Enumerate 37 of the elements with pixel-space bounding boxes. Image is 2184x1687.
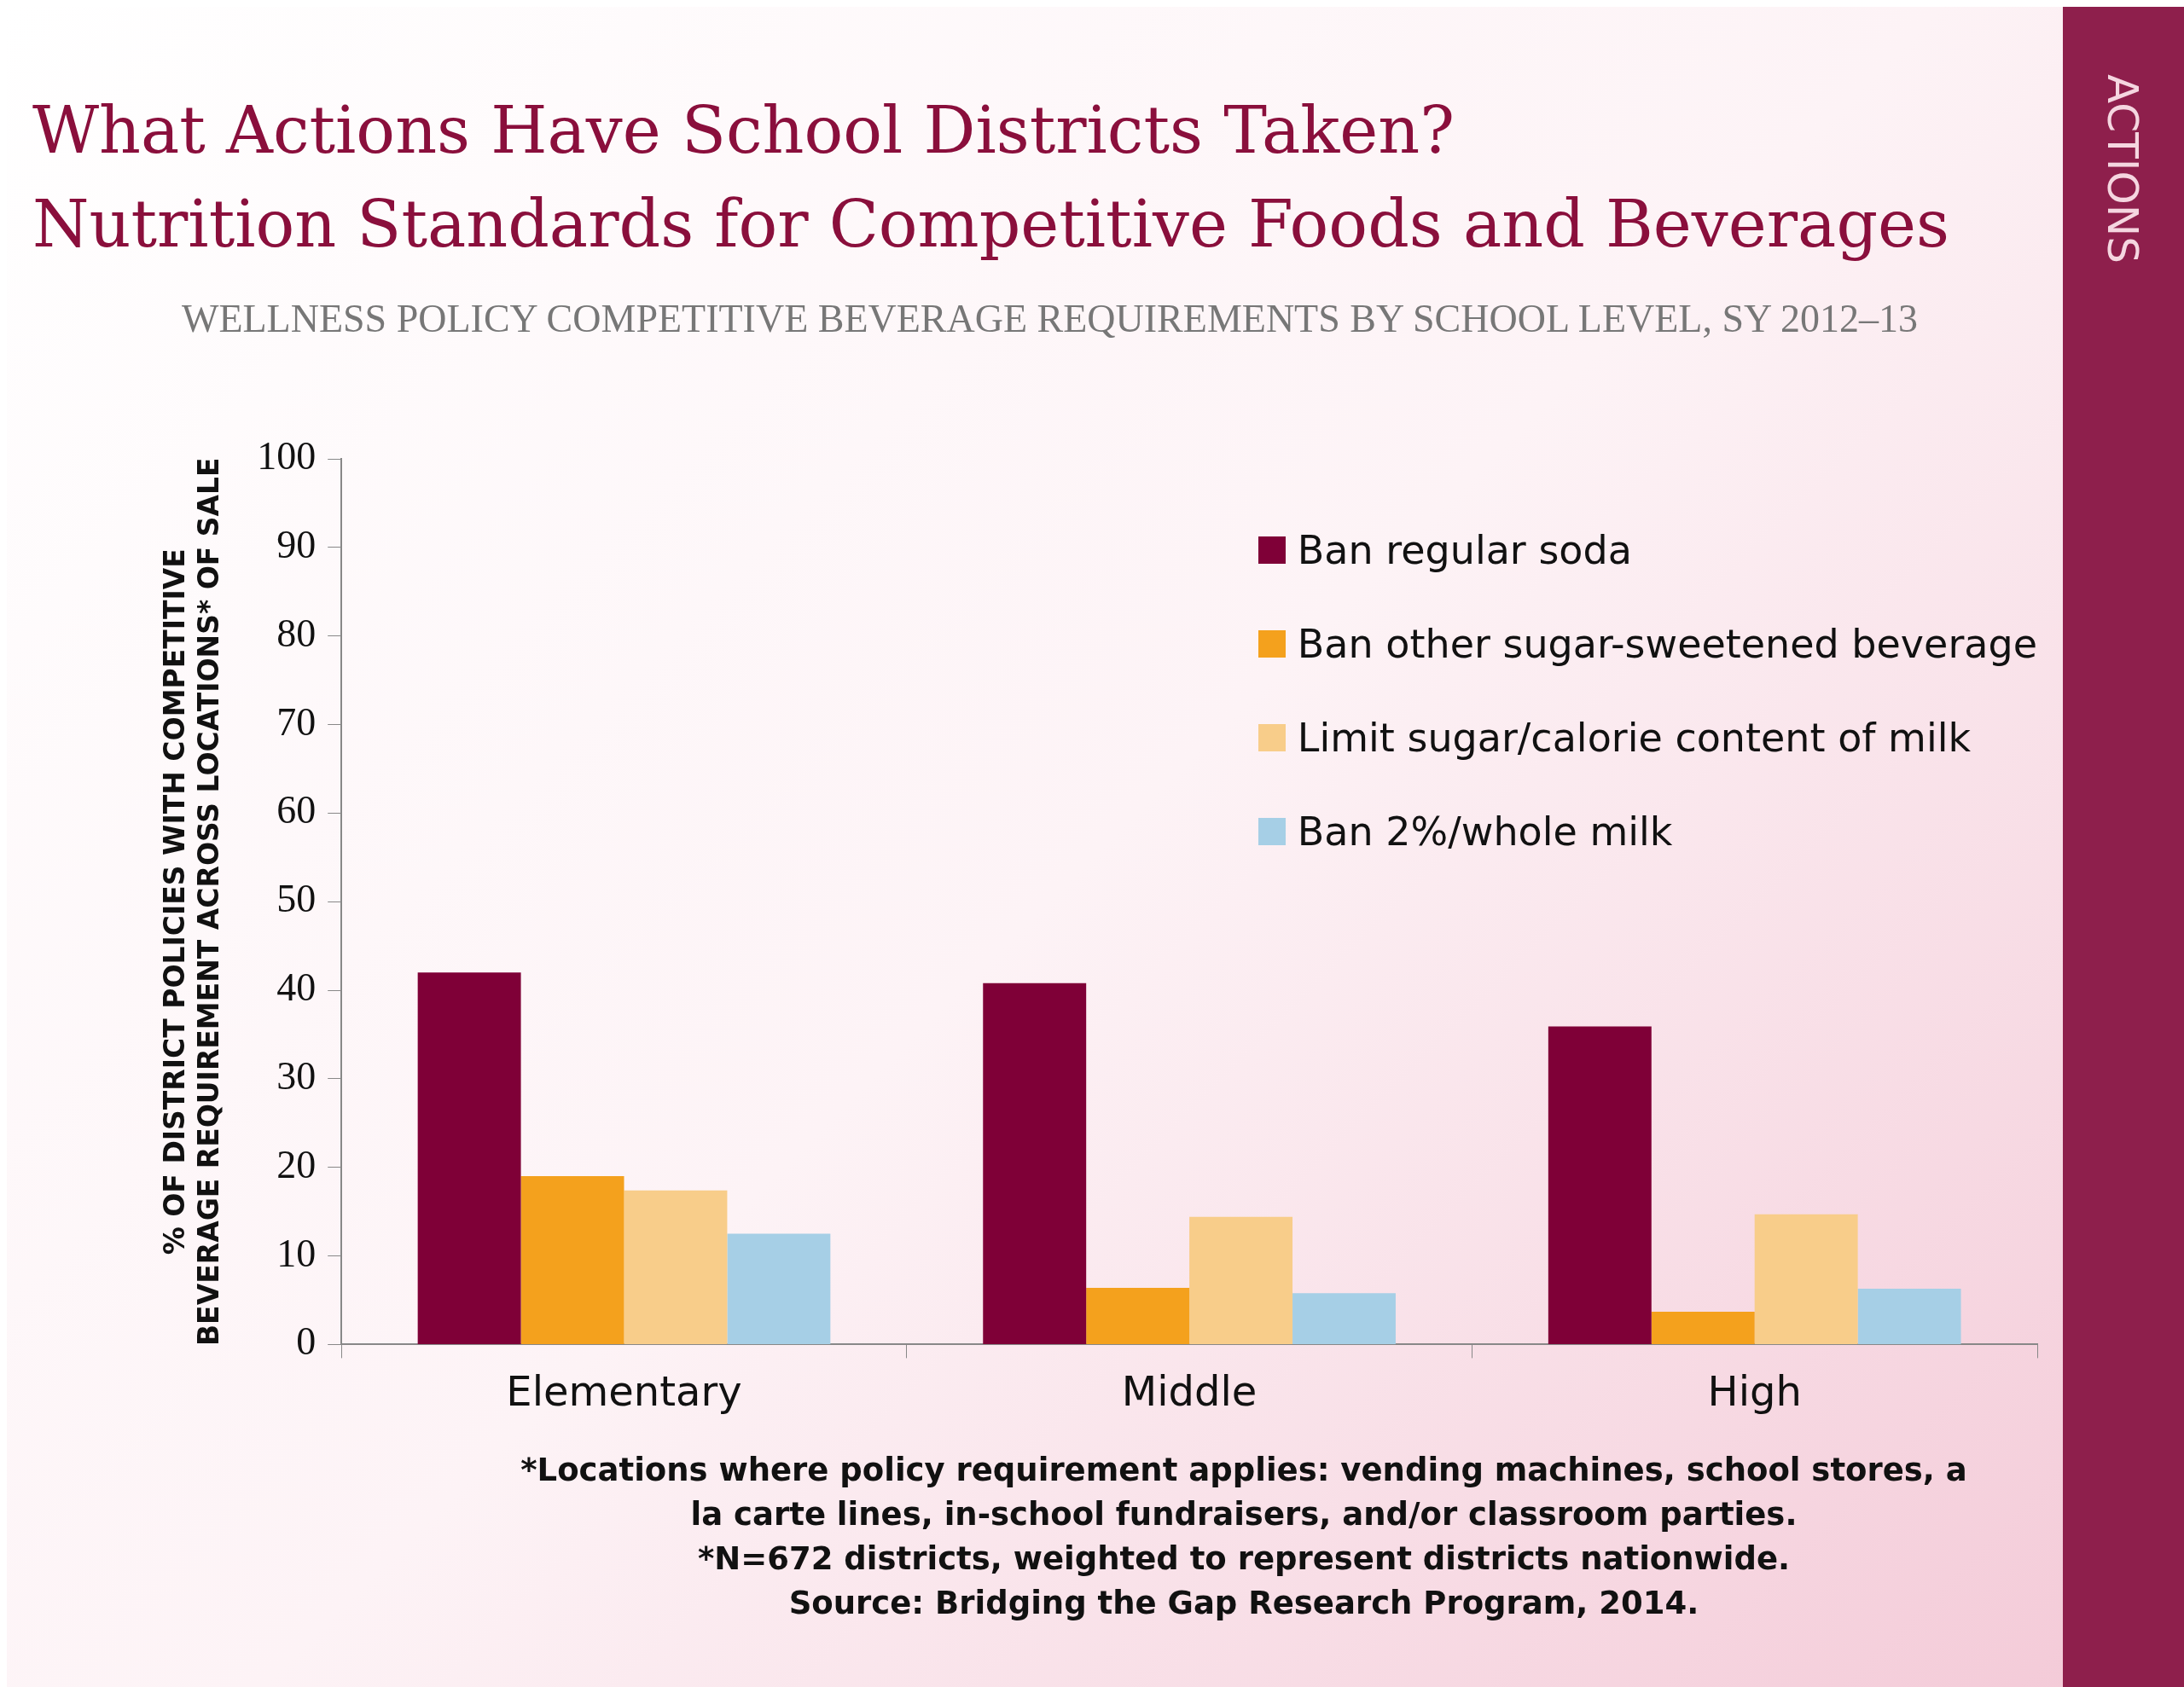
bar — [624, 1190, 728, 1344]
chart-subtitle: WELLNESS POLICY COMPETITIVE BEVERAGE REQUIREMENTS BY SCHOOL LEVEL, SY 2012–13 — [182, 296, 1919, 342]
x-tick-label: Elementary — [506, 1366, 742, 1415]
y-tick-label: 30 — [276, 1053, 317, 1098]
x-tick-label: Middle — [1121, 1366, 1258, 1415]
y-tick-label: 60 — [276, 788, 317, 832]
y-tick-label: 20 — [276, 1142, 317, 1186]
bar — [1548, 1026, 1652, 1344]
y-tick-label: 50 — [276, 877, 317, 921]
y-tick-label: 90 — [276, 522, 317, 566]
bar — [1292, 1293, 1396, 1344]
legend-label: Ban regular soda — [1297, 527, 1632, 573]
legend-label: Ban other sugar-sweetened beverage — [1297, 621, 2037, 667]
legend-label: Ban 2%/whole milk — [1297, 809, 1673, 855]
y-tick-label: 100 — [257, 434, 317, 478]
y-axis-title: % OF DISTRICT POLICIES WITH COMPETITIVE BEVERAGE REQUIREMENT ACROSS LOCATIONS* OF SALE — [158, 457, 225, 1347]
bar — [1754, 1214, 1858, 1344]
bar — [1189, 1216, 1293, 1344]
bar — [983, 983, 1087, 1344]
source-note: Source: Bridging the Gap Research Program, 2014. — [787, 1584, 1700, 1623]
y-tick-label: 0 — [296, 1319, 317, 1364]
chart-title: What Actions Have School Districts Taken? Nutrition Standards for Competitive Foods and Beverages — [32, 91, 1950, 264]
bar — [520, 1176, 624, 1344]
x-tick-label: High — [1707, 1366, 1802, 1415]
bar — [1651, 1311, 1755, 1344]
legend-label: Limit sugar/calorie content of milk — [1297, 715, 1972, 761]
y-tick-label: 40 — [276, 965, 317, 1010]
text: *N=672 districts, weighted to represent districts nationwide. — [696, 1539, 1792, 1579]
bar — [1086, 1287, 1190, 1344]
text: *Locations where policy requirement applies: vending machines, school stores, a la carte lines, in-school fundraisers, and/or classroom parties. — [520, 1451, 1968, 1534]
y-tick-label: 80 — [276, 611, 317, 655]
y-tick-label: 10 — [276, 1231, 317, 1275]
bar — [417, 972, 521, 1344]
y-tick-label: 70 — [276, 699, 317, 744]
bar — [727, 1233, 831, 1344]
bar — [1857, 1288, 1961, 1344]
text: ACTIONS — [2098, 73, 2147, 264]
